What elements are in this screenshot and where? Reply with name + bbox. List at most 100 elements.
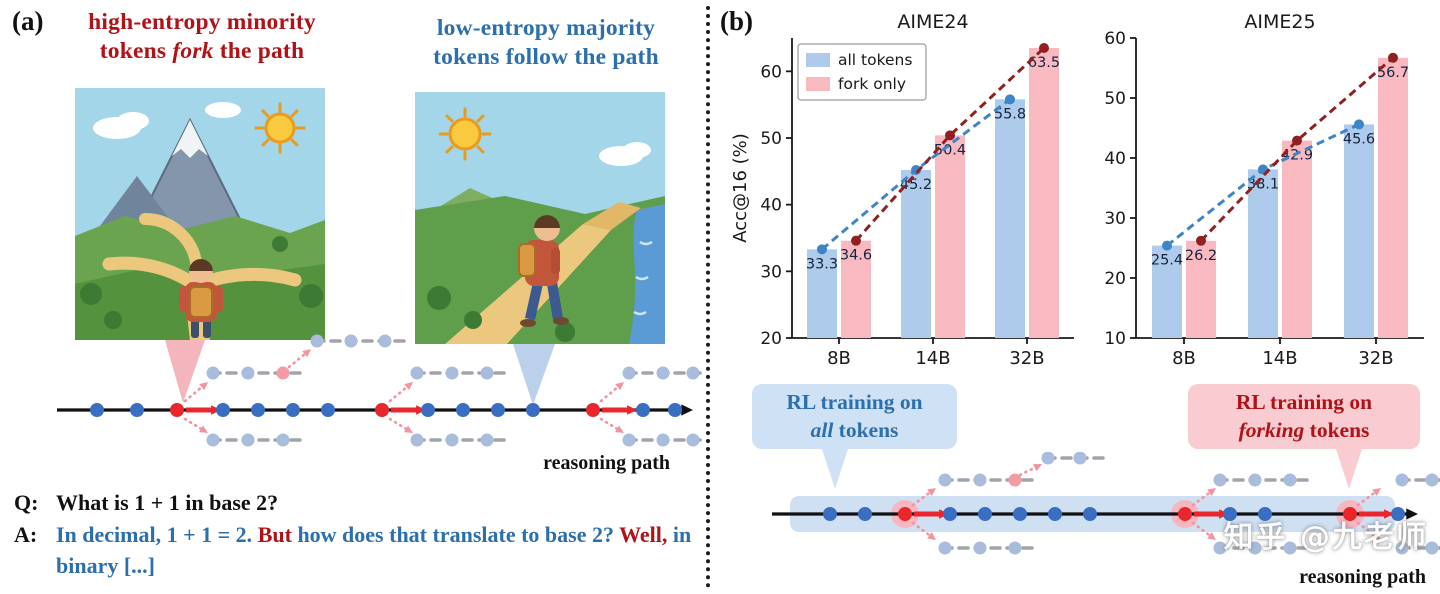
bar — [807, 249, 837, 338]
branch-token-dot — [276, 433, 290, 447]
bar — [1248, 169, 1278, 338]
branch-token-dot — [656, 366, 670, 380]
x-tick-label: 8B — [827, 348, 851, 369]
arrowhead — [1033, 464, 1042, 472]
bar — [901, 170, 931, 338]
title-high-entropy-tokens: high-entropy minority tokens fork the pat… — [88, 9, 316, 65]
token-dot — [456, 403, 470, 417]
y-tick-label: 40 — [760, 196, 782, 216]
panel-divider — [706, 6, 710, 588]
bar-value-label: 55.8 — [994, 106, 1026, 122]
y-tick-label: 20 — [1104, 269, 1126, 289]
branch-token-dot — [938, 473, 952, 487]
branch-token-dot — [1073, 452, 1087, 465]
arrowhead — [615, 425, 624, 433]
token-dot — [636, 403, 650, 417]
snow-cap — [172, 120, 208, 158]
cloud — [93, 102, 241, 139]
chart-title: AIME25 — [1244, 11, 1315, 33]
arrowhead — [1384, 509, 1394, 519]
trend-point — [1039, 43, 1049, 53]
branch-token-dot — [686, 433, 700, 447]
trend-point — [1162, 240, 1172, 251]
answer-row: A: In decimal, 1 + 1 = 2. But how does t… — [14, 520, 696, 582]
bar-value-label: 33.3 — [806, 256, 838, 272]
token-dot — [130, 403, 144, 417]
bar — [1282, 140, 1312, 338]
branch-token-dot — [276, 366, 290, 380]
arrowhead — [615, 382, 624, 391]
branch-token-dot — [1248, 473, 1262, 487]
hiker-figure — [518, 215, 569, 327]
arrowhead — [404, 382, 413, 391]
legend-label: all tokens — [838, 51, 912, 69]
title-low-entropy-tokens: low-entropy majority tokens follow the pa… — [433, 15, 659, 71]
branch-token-dot — [973, 473, 987, 487]
arrowhead — [627, 405, 637, 415]
trend-point — [817, 244, 827, 255]
token-dot — [1223, 507, 1237, 521]
token-dot — [491, 403, 505, 417]
branch-token-dot — [1425, 473, 1439, 487]
cloud — [599, 142, 651, 166]
token-dot — [1391, 507, 1405, 521]
trend-point — [851, 235, 861, 246]
bar-value-label: 45.6 — [1343, 131, 1375, 147]
trend-point — [1354, 119, 1364, 130]
bushes — [427, 286, 575, 342]
branch-token-dot — [241, 366, 255, 380]
legend-swatch — [806, 77, 830, 91]
reasoning-path-diagram-b — [772, 452, 1440, 555]
bar-value-label: 38.1 — [1247, 176, 1279, 192]
branch-token-dot — [480, 366, 494, 380]
arrowhead — [681, 404, 693, 416]
token-dot — [668, 403, 682, 417]
reasoning-path-diagram-a — [57, 334, 705, 447]
y-tick-label: 30 — [1104, 209, 1126, 229]
answer-label: A: — [14, 522, 38, 547]
fork-token-dot — [170, 403, 184, 417]
token-dot — [251, 403, 265, 417]
branch-token-dot — [1041, 452, 1055, 465]
panel-b-label: (b) — [720, 6, 753, 36]
trend-line — [1199, 56, 1394, 242]
y-tick-label: 20 — [760, 329, 782, 349]
token-dot — [1013, 507, 1027, 521]
illustration-follow-path — [415, 92, 665, 344]
chart-title: AIME24 — [897, 11, 968, 33]
bar-value-label: 63.5 — [1028, 55, 1060, 71]
branch-token-dot — [310, 334, 324, 348]
chart-aime25: AIME25 10 20 30 40 50 60 8B 14B 32B 25.4 38.1 45.6 26… — [1104, 11, 1424, 369]
river-waves — [633, 240, 653, 316]
bar-value-label: 50.4 — [934, 142, 966, 158]
y-tick-label: 60 — [1104, 29, 1126, 49]
bar-value-label: 26.2 — [1185, 248, 1217, 264]
branch-token-dot — [378, 334, 392, 348]
branch-token-dot — [1425, 541, 1439, 555]
fork-token-dot — [586, 403, 600, 417]
token-dot — [90, 403, 104, 417]
branch-token-dot — [622, 366, 636, 380]
question-label: Q: — [14, 490, 39, 515]
token-dot — [943, 507, 957, 521]
branch-token-dot — [1248, 541, 1262, 555]
y-tick-label: 40 — [1104, 149, 1126, 169]
trail-upper — [583, 202, 641, 230]
bar — [995, 99, 1025, 338]
y-axis-label: Acc@16 (%) — [730, 133, 751, 243]
fork-token-dot — [898, 507, 912, 521]
token-dot — [858, 507, 872, 521]
arrowhead — [302, 349, 311, 358]
bar — [935, 135, 965, 338]
token-dot — [321, 403, 335, 417]
legend-swatch — [806, 53, 830, 67]
branch-token-dot — [1213, 541, 1227, 555]
illustration-fork-path — [75, 88, 325, 340]
branch-token-dot — [1395, 541, 1409, 555]
hiker-figure — [179, 259, 223, 338]
question-text: What is 1 + 1 in base 2? — [56, 490, 279, 515]
branch-token-dot — [206, 433, 220, 447]
callout-rl-all-tokens: RL training on all tokens — [752, 384, 957, 490]
